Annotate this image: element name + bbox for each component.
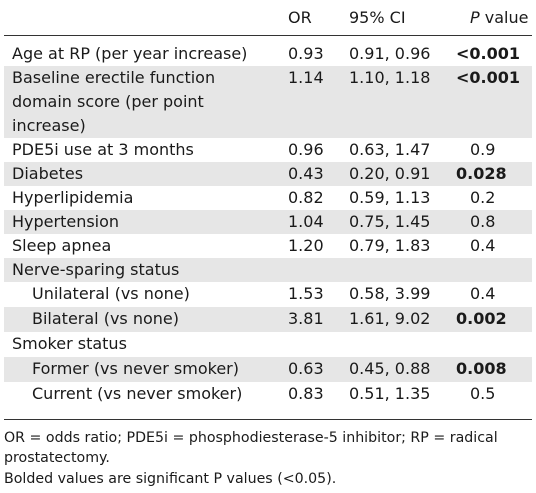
- odds-ratio-table: OR 95% CI P value Age at RP (per year in…: [0, 0, 536, 420]
- row-label: Diabetes: [12, 164, 84, 183]
- row-ci: 0.45, 0.88: [349, 359, 431, 378]
- row-label: Former (vs never smoker): [32, 359, 239, 378]
- row-label: Baseline erectile function domain score …: [12, 68, 216, 135]
- row-label: Current (vs never smoker): [32, 384, 243, 403]
- table-row: Age at RP (per year increase) 0.93 0.91, 0…: [4, 42, 532, 67]
- header-ci: 95% CI: [349, 8, 406, 27]
- row-or: 1.04: [288, 212, 324, 231]
- row-or: 1.53: [288, 284, 324, 303]
- row-label: Unilateral (vs none): [32, 284, 190, 303]
- table-row: Hyperlipidemia 0.82 0.59, 1.13 0.2: [4, 186, 532, 211]
- row-ci: 0.51, 1.35: [349, 384, 431, 403]
- row-or: 0.96: [288, 140, 324, 159]
- row-or: 1.20: [288, 236, 324, 255]
- row-label: Sleep apnea: [12, 236, 112, 255]
- header-p-suffix: value: [479, 8, 529, 27]
- footnote-abbreviations: OR = odds ratio; PDE5i = phosphodiestera…: [4, 430, 498, 466]
- header-rule: [4, 35, 532, 36]
- row-ci: 0.91, 0.96: [349, 44, 431, 63]
- row-p-value: 0.9: [470, 140, 496, 159]
- row-or: 3.81: [288, 309, 324, 328]
- row-or: 0.83: [288, 384, 324, 403]
- table-row: Diabetes 0.43 0.20, 0.91 0.028: [4, 162, 532, 187]
- row-p-value: 0.5: [470, 384, 496, 403]
- row-label: Hyperlipidemia: [12, 188, 134, 207]
- header-or: OR: [288, 8, 312, 27]
- table-row: Smoker status: [4, 332, 532, 358]
- row-p-value: 0.002: [456, 309, 507, 328]
- table-row: Bilateral (vs none) 3.81 1.61, 9.02 0.002: [4, 307, 532, 333]
- table-row: Unilateral (vs none) 1.53 0.58, 3.99 0.4: [4, 282, 532, 308]
- table-row: Nerve-sparing status: [4, 258, 532, 283]
- bottom-rule: [4, 419, 532, 420]
- table-row: PDE5i use at 3 months 0.96 0.63, 1.47 0.9: [4, 138, 532, 163]
- row-p-value: 0.008: [456, 359, 507, 378]
- row-ci: 0.79, 1.83: [349, 236, 431, 255]
- row-p-value: 0.028: [456, 164, 507, 183]
- row-label: Bilateral (vs none): [32, 309, 179, 328]
- row-ci: 1.61, 9.02: [349, 309, 431, 328]
- row-ci: 0.63, 1.47: [349, 140, 431, 159]
- row-label: Smoker status: [12, 334, 127, 353]
- row-ci: 0.75, 1.45: [349, 212, 431, 231]
- row-label: Nerve-sparing status: [12, 260, 180, 279]
- table-row: Hypertension 1.04 0.75, 1.45 0.8: [4, 210, 532, 235]
- footnote-significance: Bolded values are significant P values (…: [4, 471, 337, 487]
- header-p-letter: P: [470, 8, 480, 27]
- table-row: Current (vs never smoker) 0.83 0.51, 1.35 0…: [4, 382, 532, 408]
- row-or: 0.93: [288, 44, 324, 63]
- table-row: Former (vs never smoker) 0.63 0.45, 0.88 0.…: [4, 357, 532, 383]
- row-label: Hypertension: [12, 212, 120, 231]
- row-ci: 0.59, 1.13: [349, 188, 431, 207]
- row-label: Age at RP (per year increase): [12, 44, 248, 63]
- row-p-value: 0.4: [470, 284, 496, 303]
- row-or: 1.14: [288, 68, 324, 87]
- row-p-value: <0.001: [456, 68, 521, 87]
- row-or: 0.82: [288, 188, 324, 207]
- row-p-value: 0.8: [470, 212, 496, 231]
- row-label: PDE5i use at 3 months: [12, 140, 194, 159]
- row-p-value: 0.2: [470, 188, 496, 207]
- row-p-value: <0.001: [456, 44, 521, 63]
- row-ci: 1.10, 1.18: [349, 68, 431, 87]
- table-header: OR 95% CI P value: [0, 0, 536, 37]
- row-or: 0.43: [288, 164, 324, 183]
- table-row: Sleep apnea 1.20 0.79, 1.83 0.4: [4, 234, 532, 259]
- row-ci: 0.58, 3.99: [349, 284, 431, 303]
- row-or: 0.63: [288, 359, 324, 378]
- row-p-value: 0.4: [470, 236, 496, 255]
- row-ci: 0.20, 0.91: [349, 164, 431, 183]
- header-p-value: P value: [470, 6, 528, 30]
- table-row: Baseline erectile function domain score …: [4, 66, 532, 139]
